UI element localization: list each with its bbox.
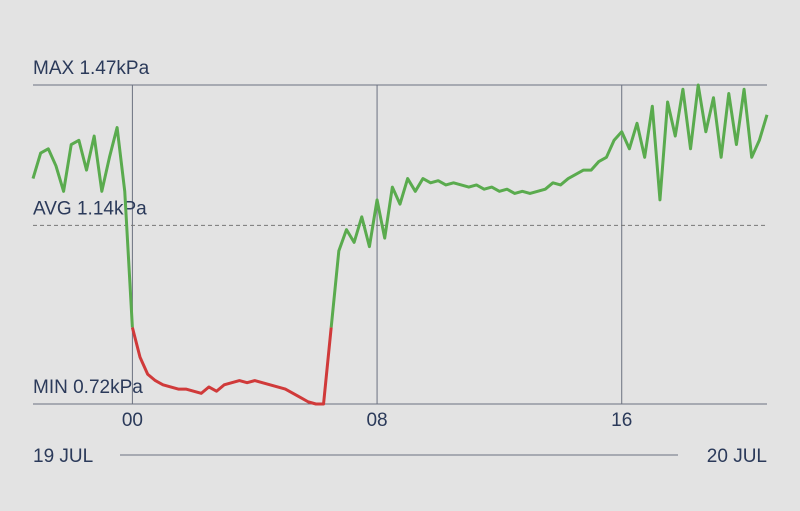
data-line — [130, 327, 333, 406]
date-label: 19 JUL — [33, 446, 93, 467]
x-tick-label: 08 — [366, 410, 387, 431]
y-tick-label: AVG 1.14kPa — [33, 198, 147, 219]
y-tick-label: MIN 0.72kPa — [33, 377, 143, 398]
x-tick-label: 16 — [611, 410, 632, 431]
x-tick-label: 00 — [122, 410, 143, 431]
date-label: 20 JUL — [707, 446, 767, 467]
y-tick-label: MAX 1.47kPa — [33, 58, 150, 79]
data-line — [31, 126, 134, 328]
data-line — [329, 83, 769, 328]
